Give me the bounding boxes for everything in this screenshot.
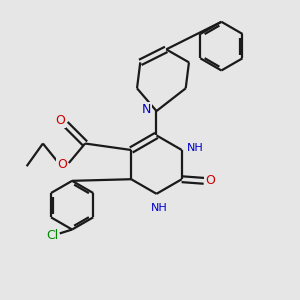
Text: NH: NH <box>152 203 168 213</box>
Text: O: O <box>57 158 67 171</box>
Text: N: N <box>141 103 151 116</box>
Text: O: O <box>55 114 65 127</box>
Text: O: O <box>205 174 214 187</box>
Text: Cl: Cl <box>46 229 58 242</box>
Text: NH: NH <box>187 143 204 153</box>
